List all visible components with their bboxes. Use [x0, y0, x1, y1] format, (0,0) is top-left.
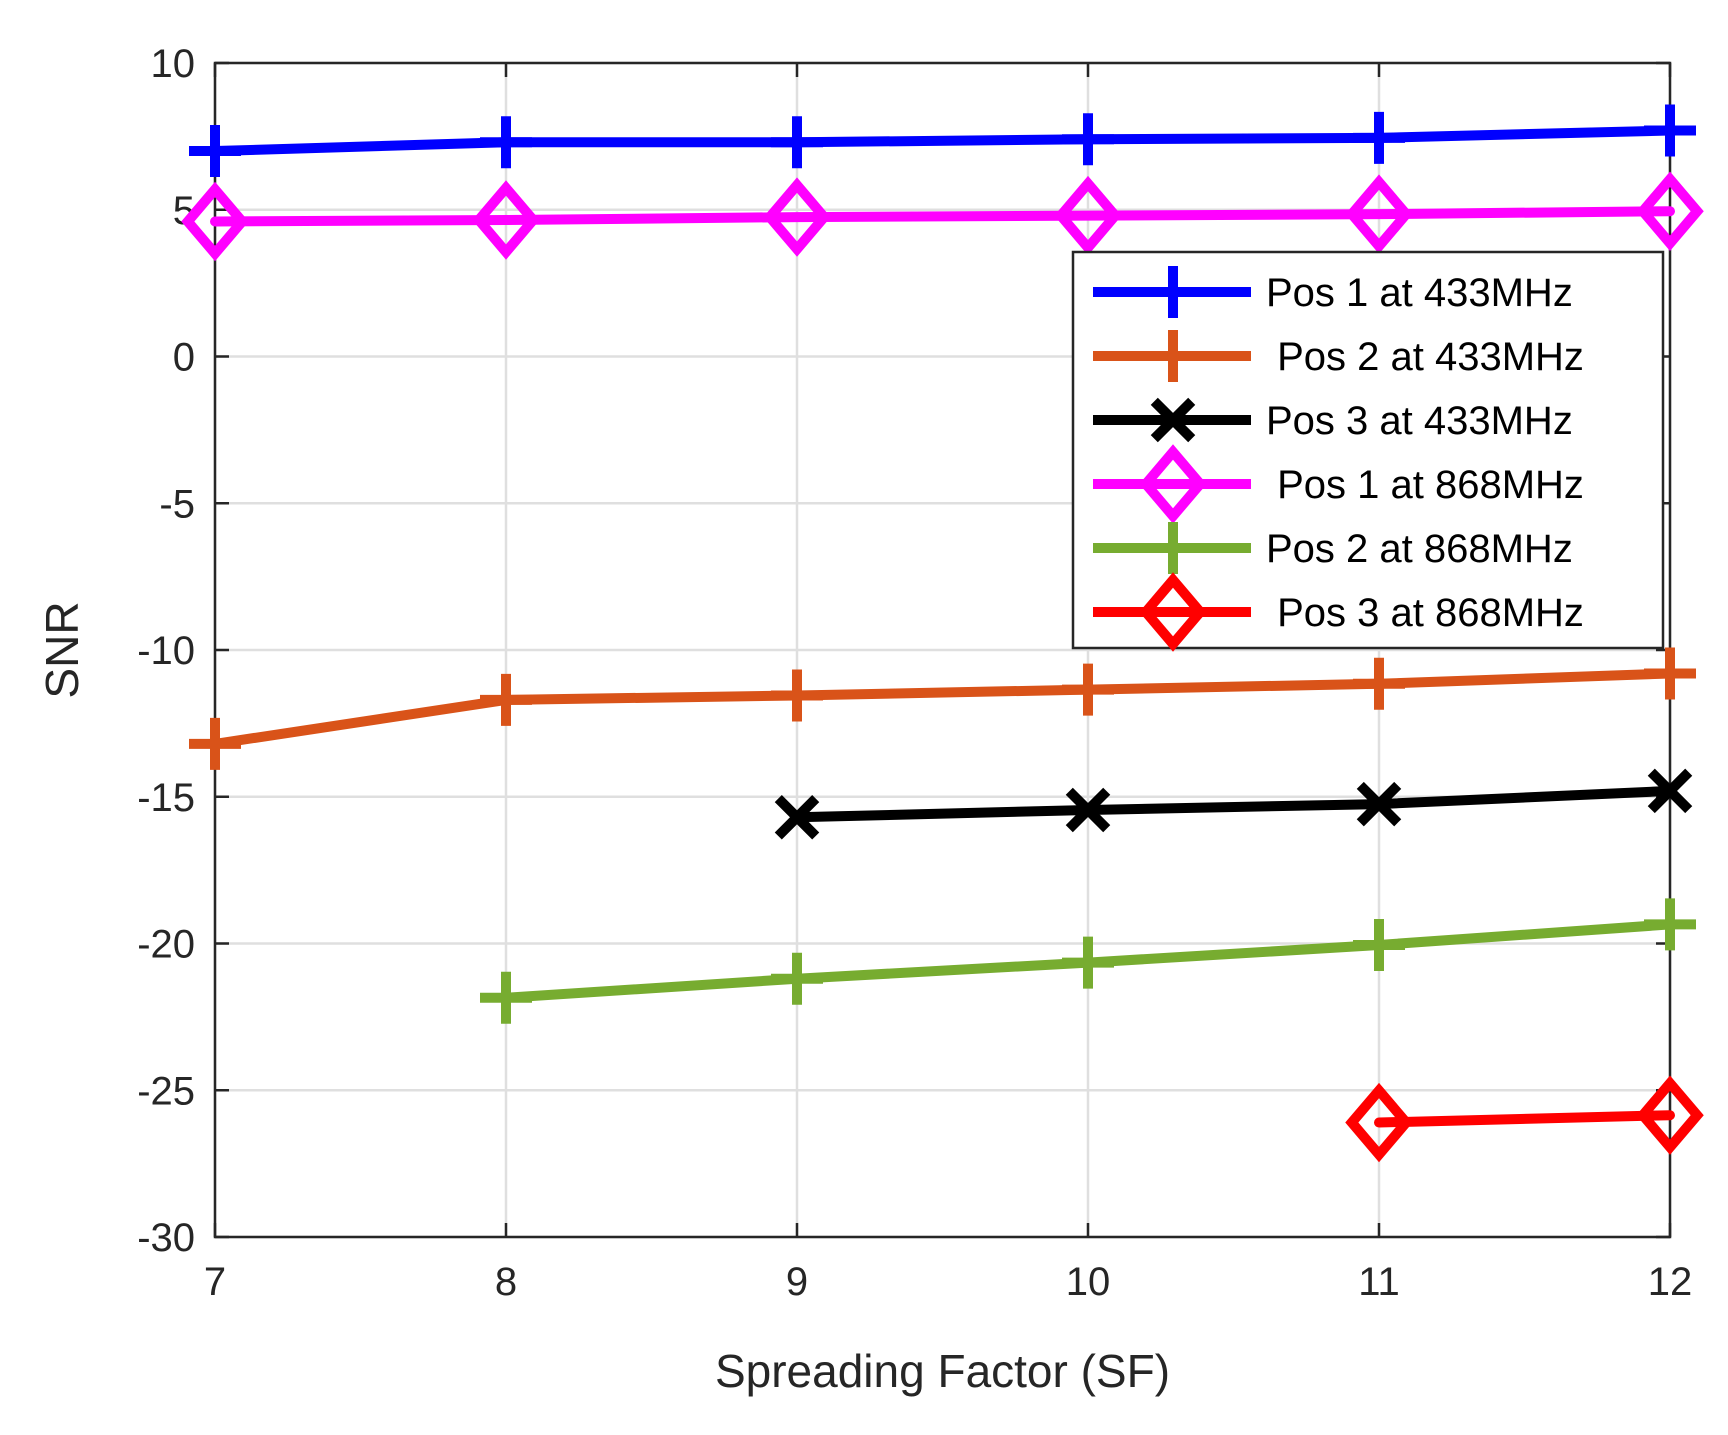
- series-group: [181, 171, 1704, 262]
- plus-marker: [189, 125, 241, 178]
- x-marker: [1356, 781, 1402, 827]
- plus-marker: [480, 971, 532, 1024]
- x-tick-label: 8: [495, 1260, 517, 1304]
- x-marker: [774, 795, 820, 840]
- legend: Pos 1 at 433MHz Pos 2 at 433MHz Pos 3 at …: [1071, 250, 1665, 652]
- legend-label: Pos 2 at 868MHz: [1266, 527, 1573, 571]
- plus-marker: [1353, 111, 1405, 164]
- diamond-marker: [1139, 444, 1207, 524]
- series-line: [210, 668, 1675, 749]
- x-tick-label: 11: [1358, 1260, 1400, 1304]
- x-marker: [1150, 397, 1196, 443]
- diamond-marker: [1636, 171, 1704, 251]
- plus-marker: [771, 669, 823, 722]
- plus-marker: [1062, 663, 1114, 716]
- diamond-marker: [1636, 1075, 1704, 1155]
- y-tick-label: -10: [137, 629, 195, 673]
- series-group: [1345, 1075, 1704, 1163]
- plus-marker: [1062, 936, 1114, 989]
- x-tick-label: 9: [786, 1260, 808, 1304]
- x-tick-label: 12: [1648, 1260, 1693, 1304]
- series-line: [792, 785, 1675, 823]
- diamond-marker: [1345, 174, 1413, 254]
- plus-marker: [1644, 647, 1696, 700]
- diamond-marker: [1139, 572, 1207, 652]
- legend-label: Pos 2 at 433MHz: [1266, 335, 1584, 379]
- x-marker: [1647, 768, 1693, 814]
- y-tick-label: -20: [137, 923, 195, 967]
- legend-entry: Pos 3 at 868MHz: [1093, 572, 1584, 652]
- x-marker: [1065, 787, 1111, 833]
- x-axis-label: Spreading Factor (SF): [715, 1345, 1170, 1397]
- legend-label: Pos 1 at 433MHz: [1266, 271, 1573, 315]
- x-tick-label: 10: [1066, 1260, 1111, 1304]
- plus-marker: [1147, 330, 1199, 382]
- legend-entry: Pos 1 at 868MHz: [1093, 444, 1584, 524]
- plus-marker: [1353, 657, 1405, 710]
- data-series: [181, 104, 1704, 1163]
- series-line: [1374, 1110, 1675, 1128]
- y-axis-label: SNR: [36, 601, 88, 698]
- plus-marker: [480, 673, 532, 726]
- y-tick-label: 0: [173, 336, 195, 380]
- y-tick-label: -25: [137, 1069, 195, 1113]
- legend-label: Pos 1 at 868MHz: [1266, 463, 1584, 507]
- series-group: [480, 898, 1696, 1024]
- plus-marker: [1147, 522, 1199, 574]
- diamond-marker: [472, 180, 540, 260]
- diamond-marker: [1345, 1082, 1413, 1163]
- legend-entry: Pos 2 at 433MHz: [1093, 330, 1584, 382]
- legend-entry: Pos 2 at 868MHz: [1093, 522, 1573, 574]
- plus-marker: [1644, 898, 1696, 951]
- plus-marker: [480, 116, 532, 169]
- diamond-marker: [763, 177, 831, 257]
- legend-entry: Pos 3 at 433MHz: [1093, 397, 1573, 443]
- plus-marker: [1147, 266, 1199, 318]
- series-line: [210, 206, 1675, 227]
- series-group: [189, 104, 1696, 178]
- plus-marker: [1353, 918, 1405, 971]
- plus-marker: [771, 116, 823, 169]
- y-tick-label: -30: [137, 1216, 195, 1260]
- plus-marker: [1062, 113, 1114, 166]
- series-group: [189, 647, 1696, 770]
- legend-label: Pos 3 at 433MHz: [1266, 399, 1573, 443]
- legend-label: Pos 3 at 868MHz: [1266, 591, 1584, 635]
- y-tick-label: 10: [151, 42, 196, 86]
- y-tick-label: -15: [137, 776, 195, 820]
- legend-entry: Pos 1 at 433MHz: [1093, 266, 1573, 318]
- plus-marker: [771, 952, 823, 1005]
- plus-marker: [1644, 104, 1696, 157]
- series-group: [774, 768, 1693, 840]
- x-tick-label: 7: [204, 1260, 226, 1304]
- y-tick-label: -5: [159, 482, 195, 526]
- diamond-marker: [1054, 175, 1122, 256]
- series-line: [210, 125, 1675, 157]
- plus-marker: [189, 717, 241, 770]
- diamond-marker: [181, 181, 249, 262]
